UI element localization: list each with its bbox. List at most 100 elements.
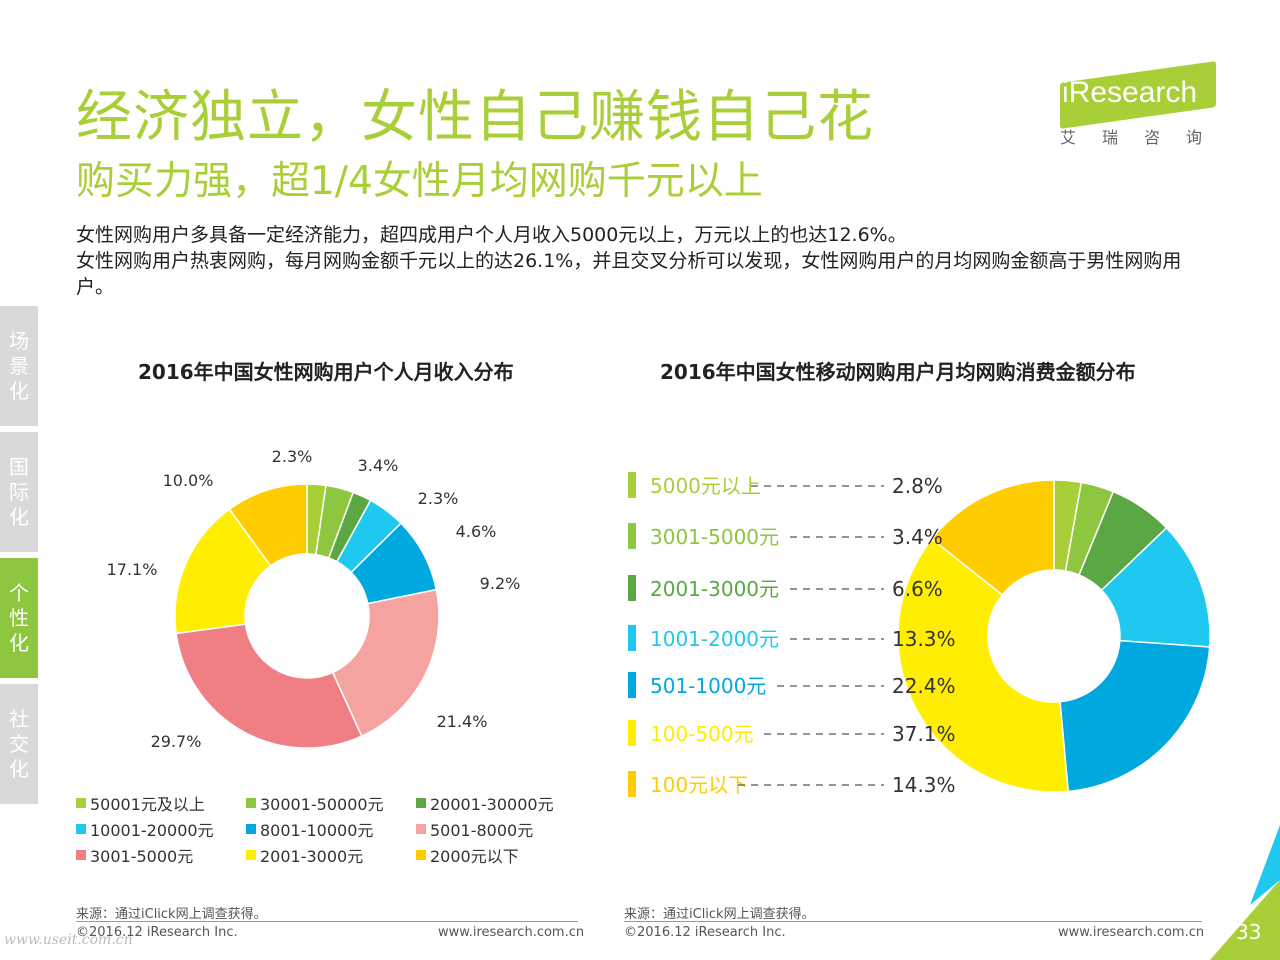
slice-data-label: 6.6% (892, 577, 943, 601)
slice-data-label: 3.4% (358, 456, 399, 475)
side-tab-char: 景 (9, 353, 29, 378)
donut-slice (930, 479, 1055, 596)
legend-swatch (416, 850, 426, 860)
legend-label: 2000元以下 (430, 847, 519, 866)
side-tab-char: 性 (9, 605, 29, 630)
legend-item: 5001-8000元 (416, 816, 586, 842)
side-tab-char: 个 (9, 580, 29, 605)
legend-label: 100元以下 (650, 773, 748, 797)
side-tab-char: 场 (9, 328, 29, 353)
slice-data-label: 2.3% (418, 489, 459, 508)
slice-data-label: 10.0% (163, 471, 214, 490)
slice-data-label: 29.7% (151, 732, 202, 751)
legend-swatch (246, 798, 256, 808)
logo-cn: 艾瑞咨询 (1060, 128, 1229, 147)
corner-decoration (1210, 880, 1280, 960)
side-tab-char: 化 (9, 504, 29, 529)
legend-label: 8001-10000元 (260, 821, 374, 840)
legend-swatch (628, 771, 636, 797)
corner-decoration-blue (1250, 825, 1280, 905)
slice-data-label: 4.6% (456, 522, 497, 541)
legend-swatch (416, 824, 426, 834)
legend-item: 3001-5000元 (76, 842, 246, 868)
source-note-left: 来源：通过iClick网上调查获得。 (76, 907, 267, 922)
side-tab-char: 化 (9, 630, 29, 655)
legend-item: 8001-10000元 (246, 816, 416, 842)
side-tab-personal[interactable]: 个性化 (0, 558, 38, 678)
legend-item: 20001-30000元 (416, 790, 586, 816)
legend-label: 2001-3000元 (650, 577, 779, 601)
legend-swatch (628, 625, 636, 651)
chart2-donut (897, 479, 1211, 793)
slice-data-label: 22.4% (892, 674, 956, 698)
chart2-title: 2016年中国女性移动网购用户月均网购消费金额分布 (660, 360, 1136, 384)
legend-swatch (416, 798, 426, 808)
slice-data-label: 3.4% (892, 525, 943, 549)
legend-swatch (628, 720, 636, 746)
donut-slice (175, 623, 363, 749)
legend-swatch (628, 472, 636, 498)
legend-label: 100-500元 (650, 722, 754, 746)
legend-label: 501-1000元 (650, 674, 766, 698)
legend-swatch (628, 523, 636, 549)
legend-swatch (76, 798, 86, 808)
legend-swatch (76, 824, 86, 834)
slice-data-label: 9.2% (480, 574, 521, 593)
url-right: www.iresearch.com.cn (1058, 925, 1205, 940)
side-tab-international[interactable]: 国际化 (0, 432, 38, 552)
legend-swatch (246, 850, 256, 860)
footer-divider-right (624, 921, 1202, 922)
legend-item: 30001-50000元 (246, 790, 416, 816)
legend-label: 30001-50000元 (260, 795, 384, 814)
page-title: 经济独立，女性自己赚钱自己花 (76, 85, 874, 150)
slice-data-label: 21.4% (437, 712, 488, 731)
url-left: www.iresearch.com.cn (438, 925, 585, 940)
copyright-right: ©2016.12 iResearch Inc. (624, 925, 786, 940)
side-tab-char: 化 (9, 756, 29, 781)
side-tabs: 场景化 国际化 个性化 社交化 (0, 306, 38, 810)
slice-data-label: 2.8% (892, 474, 943, 498)
page-number: 33 (1236, 920, 1262, 944)
legend-label: 2001-3000元 (260, 847, 364, 866)
legend-label: 50001元及以上 (90, 795, 205, 814)
legend-label: 5001-8000元 (430, 821, 534, 840)
copyright-left: ©2016.12 iResearch Inc. (76, 925, 238, 940)
chart1-donut: 2.3% 3.4% 2.3% 4.6% 9.2% 21.4% 29.7% 17.1% 10.0% (107, 447, 521, 751)
legend-swatch (246, 824, 256, 834)
slice-data-label: 2.3% (272, 447, 313, 466)
legend-label: 10001-20000元 (90, 821, 214, 840)
legend-swatch (628, 575, 636, 601)
side-tab-char: 际 (9, 479, 29, 504)
legend-label: 1001-2000元 (650, 627, 779, 651)
legend-label: 3001-5000元 (90, 847, 194, 866)
iresearch-logo: iResearch 艾瑞咨询 (1056, 61, 1220, 154)
footer-divider-left (76, 921, 578, 922)
legend-label: 5000元以上 (650, 474, 761, 498)
description-line-1: 女性网购用户多具备一定经济能力，超四成用户个人月收入5000元以上，万元以上的也… (76, 224, 907, 246)
donut-slice (228, 483, 308, 567)
slice-data-label: 37.1% (892, 722, 956, 746)
donut-slice (1059, 639, 1211, 793)
legend-swatch (628, 672, 636, 698)
chart1-legend: 50001元及以上 30001-50000元 20001-30000元 10001-2… (76, 790, 586, 868)
slice-data-label: 13.3% (892, 627, 956, 651)
donut-slice (897, 537, 1070, 793)
side-tab-char: 化 (9, 378, 29, 403)
chart2-legend: 5000元以上 2.8% 3001-5000元 3.4% 2001-3000元 6.6% 1… (628, 472, 956, 797)
side-tab-char: 交 (9, 731, 29, 756)
side-tab-social[interactable]: 社交化 (0, 684, 38, 804)
side-tab-scene[interactable]: 场景化 (0, 306, 38, 426)
description-line-2: 女性网购用户热衷网购，每月网购金额千元以上的达26.1%，并且交叉分析可以发现，… (76, 250, 1182, 298)
chart1-title: 2016年中国女性网购用户个人月收入分布 (138, 360, 514, 384)
page-subtitle: 购买力强，超1/4女性月均网购千元以上 (76, 159, 763, 204)
side-tab-char: 社 (9, 706, 29, 731)
legend-item: 2001-3000元 (246, 842, 416, 868)
side-tab-char: 国 (9, 454, 29, 479)
legend-item: 2000元以下 (416, 842, 586, 868)
slice-data-label: 17.1% (107, 560, 158, 579)
legend-label: 20001-30000元 (430, 795, 554, 814)
logo-text: iResearch (1062, 76, 1198, 109)
source-note-right: 来源：通过iClick网上调查获得。 (624, 907, 815, 922)
watermark: www.useit.com.cn (4, 932, 133, 948)
